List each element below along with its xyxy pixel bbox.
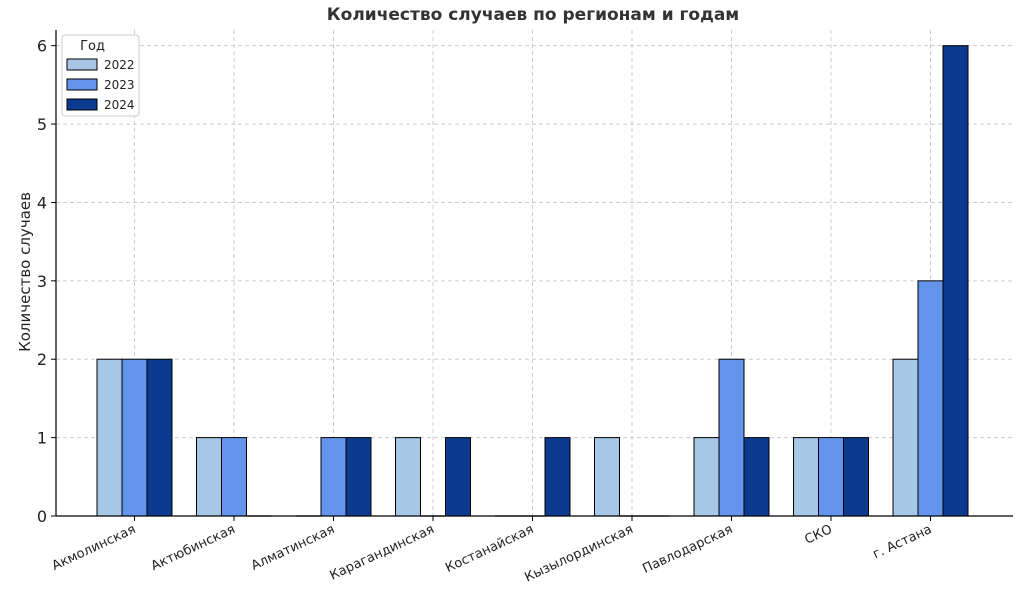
legend-label: 2022 [104, 58, 135, 72]
bar [917, 280, 944, 517]
legend-label: 2024 [104, 98, 135, 112]
bar [395, 437, 421, 517]
x-tick-label: Павлодарская [640, 522, 735, 577]
y-tick-label: 4 [37, 193, 47, 212]
bar [843, 437, 869, 517]
bar [345, 437, 372, 517]
legend-box [61, 34, 140, 117]
bar [445, 437, 471, 517]
axes [55, 30, 1013, 517]
legend-title: Год [80, 39, 105, 54]
y-tick-label: 2 [37, 350, 47, 369]
bar [818, 437, 844, 517]
gridlines [56, 30, 1013, 516]
y-ticks: 0 1 2 3 4 5 6 [37, 37, 56, 526]
bar [942, 45, 969, 517]
x-tick-label: СКО [802, 522, 834, 548]
bar [196, 437, 222, 517]
bar [718, 358, 745, 517]
bar [594, 437, 620, 517]
y-tick-label: 6 [37, 37, 47, 56]
x-ticks: Акмолинская Актюбинская АлматинскаяКараган… [50, 516, 934, 585]
y-tick-label: 0 [37, 507, 47, 526]
legend-label: 2023 [104, 78, 135, 92]
x-tick-label: Акмолинская [50, 522, 138, 574]
y-axis-label: Количество случаев [16, 192, 34, 352]
bar [693, 437, 720, 517]
x-tick-label: Костанайская [443, 522, 536, 576]
y-tick-label: 3 [37, 272, 47, 291]
legend: Год 2022 2023 2024 [61, 34, 140, 117]
x-tick-label: Карагандинская [328, 522, 437, 584]
chart-title: Количество случаев по регионам и годам [327, 5, 739, 25]
legend-swatch [66, 58, 98, 71]
bar [221, 437, 247, 517]
bar [146, 358, 173, 517]
y-tick-label: 5 [37, 115, 47, 134]
bar [320, 437, 347, 517]
bar [743, 437, 770, 517]
bar [96, 358, 123, 517]
x-tick-label: Кызылординская [522, 522, 635, 585]
bar [793, 437, 819, 517]
x-tick-label: Алматинская [249, 522, 337, 574]
bars-group [96, 45, 969, 517]
bar [544, 437, 571, 517]
bar [892, 358, 919, 517]
legend-swatch [66, 98, 98, 111]
bar [121, 358, 148, 517]
x-tick-label: Актюбинская [149, 522, 238, 574]
x-tick-label: г. Астана [871, 522, 935, 562]
legend-swatch [66, 78, 98, 91]
y-tick-label: 1 [37, 429, 47, 448]
